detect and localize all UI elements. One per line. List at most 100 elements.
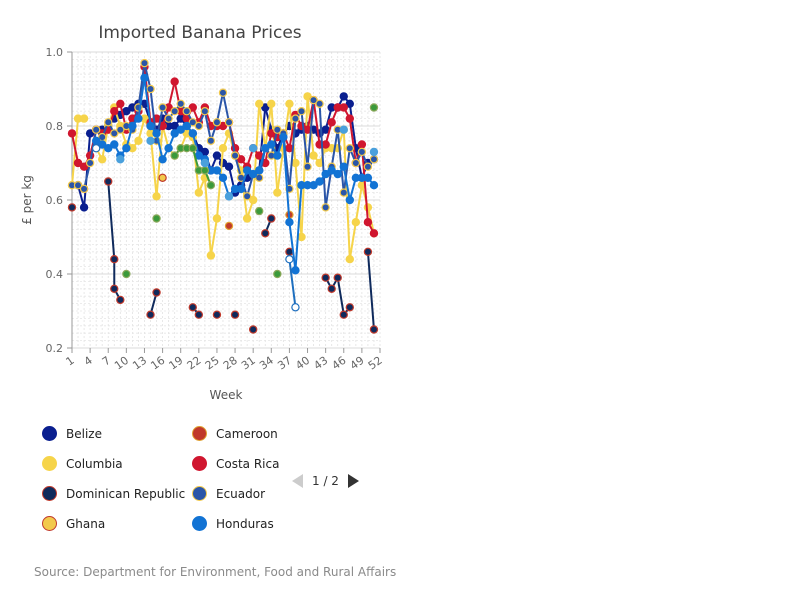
data-point: [170, 106, 179, 116]
series-segment: [348, 118, 357, 164]
series-segment: [215, 92, 224, 123]
series-segment: [83, 133, 92, 208]
series-segment: [282, 137, 291, 223]
data-point: [369, 229, 379, 238]
data-point: [182, 121, 191, 131]
data-point: [339, 92, 348, 101]
legend-item[interactable]: Honduras: [192, 516, 274, 531]
series-segment: [294, 185, 303, 271]
legend-item[interactable]: Ecuador: [192, 486, 265, 501]
data-point: [327, 118, 336, 127]
x-tick-label: 37: [275, 354, 294, 373]
data-point: [97, 155, 107, 164]
data-point: [369, 325, 379, 334]
data-point: [104, 177, 113, 186]
data-point: [140, 73, 149, 83]
data-point: [194, 310, 204, 319]
data-point: [345, 143, 355, 153]
series-segment: [348, 222, 357, 260]
data-point: [152, 192, 161, 201]
data-point: [212, 310, 222, 319]
x-tick-label: 43: [311, 354, 330, 373]
y-tick-label: 0.4: [46, 268, 64, 281]
series-segment: [366, 251, 375, 330]
data-point: [267, 214, 276, 223]
data-point: [339, 103, 348, 112]
x-axis-label: Week: [210, 388, 243, 402]
data-point: [309, 151, 318, 160]
x-tick-label: 16: [148, 354, 167, 373]
series-ghana: [158, 173, 167, 182]
data-point: [79, 114, 89, 123]
series-segment: [330, 129, 339, 167]
data-point: [327, 284, 336, 293]
series-segment: [71, 133, 80, 164]
series-dominican-republic: [67, 177, 379, 334]
data-point: [218, 88, 228, 97]
legend-item[interactable]: Costa Rica: [192, 456, 279, 471]
legend-swatch: [192, 486, 207, 501]
data-point: [206, 251, 216, 260]
data-point: [230, 310, 240, 319]
data-point: [73, 158, 83, 168]
data-point: [140, 58, 149, 68]
data-point: [188, 118, 197, 127]
data-point: [273, 151, 282, 160]
data-point: [321, 203, 330, 212]
data-point: [146, 121, 155, 131]
data-point: [146, 310, 155, 319]
legend-label: Cameroon: [216, 426, 278, 441]
legend-label: Ecuador: [216, 486, 266, 501]
legend-item[interactable]: Dominican Republic: [42, 486, 185, 501]
data-point: [104, 118, 113, 127]
data-point: [176, 99, 185, 109]
data-point: [164, 114, 173, 123]
data-point: [79, 203, 89, 212]
series-segment: [167, 81, 176, 108]
legend-swatch: [192, 516, 207, 531]
legend-item[interactable]: Cameroon: [192, 426, 278, 441]
data-point: [345, 195, 355, 205]
data-point: [321, 169, 330, 179]
data-point: [182, 106, 191, 116]
data-point: [146, 136, 155, 145]
chart-title: Imported Banana Prices: [98, 23, 301, 43]
legend-label: Honduras: [216, 516, 274, 531]
y-axis-label: £ per kg: [20, 175, 34, 225]
data-point: [242, 214, 252, 223]
data-point: [218, 121, 228, 131]
data-point: [170, 129, 179, 138]
y-tick-label: 1.0: [46, 46, 64, 59]
x-tick-label: 31: [239, 354, 258, 373]
x-tick-label: 19: [167, 354, 186, 373]
series-segment: [336, 129, 345, 193]
series-segment: [312, 99, 321, 145]
data-point: [218, 143, 228, 153]
series-segment: [288, 118, 297, 189]
pager-next-icon[interactable]: [347, 474, 359, 488]
banana-price-chart: Imported Banana Prices 0.20.40.60.81.01 4…: [20, 23, 385, 402]
data-point: [116, 99, 125, 109]
data-point: [67, 129, 77, 138]
data-point: [345, 303, 355, 312]
data-point: [248, 143, 258, 153]
data-point: [248, 195, 258, 205]
legend-swatch: [42, 456, 57, 471]
data-point: [267, 140, 276, 149]
data-point: [351, 158, 361, 168]
series-segment: [215, 148, 224, 219]
data-point: [110, 106, 119, 116]
data-point: [212, 166, 222, 175]
data-point: [291, 303, 300, 312]
pager-prev-icon[interactable]: [292, 474, 303, 488]
series-segment: [203, 177, 212, 256]
data-point: [285, 99, 294, 109]
legend-item[interactable]: Belize: [42, 426, 102, 441]
legend-item[interactable]: Columbia: [42, 456, 123, 471]
series-segment: [258, 107, 267, 171]
data-point: [315, 99, 324, 109]
legend-item[interactable]: Ghana: [42, 516, 105, 531]
data-point: [146, 84, 155, 94]
data-point: [152, 288, 161, 297]
x-tick-label: 13: [130, 354, 149, 373]
